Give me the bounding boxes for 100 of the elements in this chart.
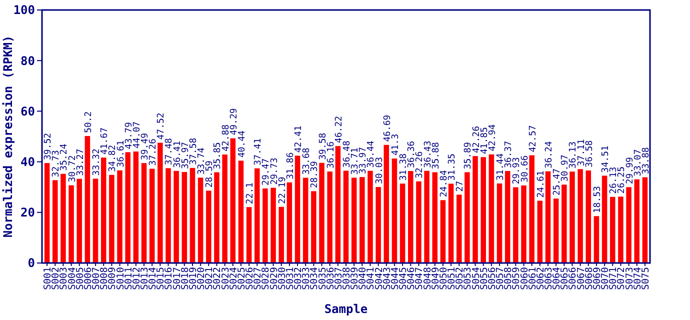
bar [578, 169, 583, 263]
bar [311, 191, 316, 263]
y-tick-label: 80 [20, 54, 35, 68]
y-axis-title: Normalized expression (RPKM) [1, 35, 15, 238]
bar [52, 180, 58, 263]
data-label: 22.1 [246, 182, 256, 204]
bar [416, 181, 422, 263]
bar [634, 179, 640, 263]
bar [602, 176, 608, 263]
bar [92, 178, 98, 263]
bar [504, 170, 510, 263]
bar [133, 152, 139, 263]
bar [642, 177, 648, 263]
bar [618, 196, 624, 263]
bar [319, 162, 324, 263]
bar [44, 163, 50, 263]
data-label: 37.26 [148, 138, 159, 166]
bar [529, 155, 534, 263]
bar [182, 172, 188, 263]
bar [68, 185, 74, 263]
bar [214, 172, 220, 263]
data-label: 24.61 [536, 170, 546, 198]
data-label: 33.88 [641, 147, 652, 174]
y-tick-label: 20 [20, 206, 35, 220]
bar [262, 188, 268, 263]
bar [238, 160, 244, 263]
bar [368, 170, 373, 263]
bar [440, 200, 446, 263]
data-label: 33.27 [76, 148, 86, 176]
bar [222, 154, 228, 263]
data-label: 30.66 [520, 155, 530, 182]
bar [166, 168, 171, 263]
data-label: 36.16 [326, 141, 336, 169]
bar [513, 187, 518, 263]
bar [594, 216, 600, 263]
data-label: 47.52 [156, 112, 167, 140]
bar [400, 184, 406, 263]
bar [174, 170, 179, 263]
bar [294, 156, 300, 263]
bar [327, 172, 332, 263]
data-label: 40.44 [237, 130, 248, 158]
data-label: 41.3 [390, 134, 401, 156]
bar [626, 187, 632, 263]
data-label: 28.39 [310, 161, 320, 188]
data-label: 42.94 [488, 124, 498, 152]
bar [109, 174, 114, 263]
data-label: 27 [456, 180, 466, 192]
data-label: 49.29 [229, 108, 240, 136]
data-label: 37.58 [188, 138, 199, 165]
bar [521, 185, 526, 263]
data-label: 31.86 [286, 152, 296, 180]
bar [432, 172, 438, 263]
bar [190, 168, 196, 263]
bar [351, 178, 357, 263]
data-label: 31.35 [448, 154, 458, 181]
bar [464, 172, 470, 263]
bar [343, 170, 349, 263]
y-tick-label: 0 [28, 256, 35, 270]
data-label: 35.88 [431, 142, 442, 170]
data-label: 18.53 [592, 186, 603, 214]
bar [562, 184, 567, 263]
bar [360, 177, 365, 263]
bar [254, 168, 260, 263]
y-tick-label: 60 [20, 104, 35, 118]
data-label: 36.24 [544, 141, 554, 168]
bar [60, 174, 66, 263]
bar [384, 144, 390, 263]
bar [424, 170, 430, 263]
bar [230, 138, 236, 263]
bar [472, 156, 478, 263]
bar [376, 187, 381, 263]
bar [206, 190, 212, 263]
y-tick-label: 40 [20, 155, 35, 169]
bar [198, 178, 204, 263]
bar [286, 182, 292, 263]
bar [270, 188, 276, 263]
bar [392, 158, 398, 263]
bar [456, 194, 462, 263]
bar [100, 158, 106, 263]
bar [545, 171, 551, 263]
bar [586, 170, 592, 263]
bar [496, 183, 502, 263]
bar [278, 206, 284, 263]
bar [149, 168, 155, 263]
data-label: 42.57 [528, 125, 538, 152]
bar [76, 178, 82, 263]
bar [488, 154, 494, 263]
bar [408, 171, 414, 263]
x-axis-title: Sample [324, 302, 368, 316]
data-label: 50.2 [84, 111, 94, 133]
bar [84, 136, 90, 263]
y-tick-label: 100 [13, 3, 35, 18]
bar [553, 198, 559, 263]
bar [125, 152, 130, 263]
data-label: 22.19 [278, 176, 288, 204]
bar [570, 172, 575, 263]
bar [141, 163, 147, 263]
bar [610, 196, 616, 263]
data-label: 36.58 [584, 140, 595, 168]
data-label: 30.03 [374, 156, 385, 184]
